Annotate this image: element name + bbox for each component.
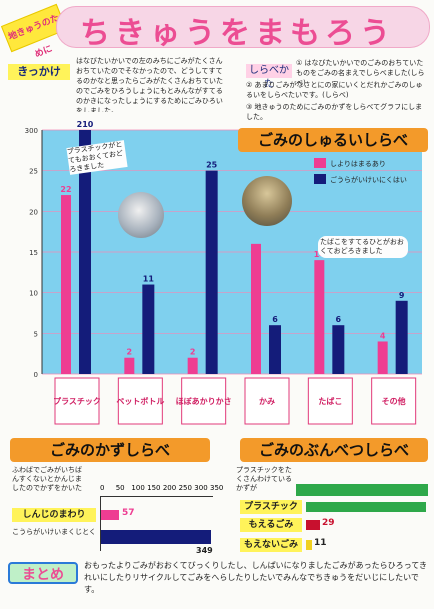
count-value-2: 349 xyxy=(196,546,213,555)
bar-pink xyxy=(187,357,198,374)
category-box xyxy=(181,377,227,425)
summary-text: おもったよりごみがおおくてびっくりしたし、しんぱいになりましたごみがあったらひろ… xyxy=(84,561,427,594)
bar-pink xyxy=(314,260,325,374)
chart-title: ごみのしゅるいしらべ xyxy=(238,128,428,152)
y-tick-label: 0 xyxy=(34,371,38,379)
note-tabako: たばこをすてるひとがおおくておどろきました xyxy=(318,236,408,258)
category-label: たばこ xyxy=(318,396,342,406)
y-tick-label: 5 xyxy=(34,330,38,338)
count-bar-2 xyxy=(101,530,211,544)
count-section-title: ごみのかずしらべ xyxy=(10,438,210,462)
bar-navy xyxy=(79,130,91,374)
count-row-label-1: しんじのまわり xyxy=(12,508,96,522)
y-tick-label: 20 xyxy=(29,208,38,216)
bar-label-navy: 11 xyxy=(143,275,155,284)
shirabekata-label: しらべかた xyxy=(246,64,292,90)
y-tick-label: 25 xyxy=(29,168,38,176)
y-tick-label: 10 xyxy=(29,290,38,298)
count-axis-tick: 150 xyxy=(147,484,161,492)
sort-bar-3 xyxy=(306,540,312,550)
sort-note: プラスチックをたくさんわけているかずが xyxy=(236,466,292,492)
bar-label-pink: 2 xyxy=(190,348,196,357)
category-label: ほぼあかりかさ xyxy=(176,396,232,406)
bar-navy xyxy=(205,170,218,374)
count-axis-tick: 200 xyxy=(162,484,177,492)
count-bar-1 xyxy=(101,510,119,520)
count-value-1: 57 xyxy=(122,508,135,518)
kikkake-label: きっかけ xyxy=(8,64,70,80)
bar-label-pink: 2 xyxy=(127,348,133,357)
legend-label-navy: ごうらがいけいにくはい xyxy=(330,175,407,184)
legend-swatch-navy xyxy=(314,174,326,184)
count-axis-tick: 250 xyxy=(178,484,192,492)
count-axis-tick: 300 xyxy=(194,484,208,492)
page-title: ちきゅうをまもろう xyxy=(80,16,395,51)
count-axis-tick: 0 xyxy=(100,484,105,492)
count-axis-tick: 50 xyxy=(115,484,125,492)
y-tick-label: 300 xyxy=(25,127,38,135)
bar-navy xyxy=(332,325,345,374)
step-3: ③ 地きゅうのためにごみのかずをしらべてグラフにしました。 xyxy=(246,103,423,121)
count-axis-tick: 350 xyxy=(210,484,224,492)
kikkake-text: はなびたいかいでの左のみちにごみがたくさんおちていたのでそなかったので、どうして… xyxy=(76,57,223,112)
sort-bar-1 xyxy=(306,502,426,512)
sort-row-label-1: プラスチック xyxy=(240,500,302,514)
category-label: プラスチック xyxy=(53,396,101,406)
sort-row-label-2: もえるごみ xyxy=(240,518,302,532)
y-tick-label: 15 xyxy=(29,249,38,257)
bar-label-navy: 210 xyxy=(77,120,94,129)
count-note: ふわばでごみがいちばんすくないとかんじましたのでかずをかいた xyxy=(12,466,82,492)
bar-pink xyxy=(61,195,71,374)
sort-value-2: 29 xyxy=(322,518,335,528)
category-box xyxy=(117,377,163,425)
step-2: ② あまりごみがなさとにの家にいくとだれかごみのしゅるいをしらべたいです。(しら… xyxy=(246,81,423,99)
legend-swatch-pink xyxy=(314,158,326,168)
bar-label-navy: 9 xyxy=(399,291,405,300)
category-box xyxy=(307,377,353,425)
bar-label-navy: 25 xyxy=(206,161,218,170)
sort-bar-2 xyxy=(306,520,320,530)
count-chart xyxy=(100,496,213,551)
title-banner xyxy=(56,6,430,48)
step-1: ① はなびたいかいでのごみのおちていたものをごみの名まえでしらべました(しらべ) xyxy=(296,59,425,87)
sort-row-label-3: もえないごみ xyxy=(240,538,302,552)
summary-label: まとめ xyxy=(8,562,78,584)
category-label: その他 xyxy=(382,396,406,406)
bar-navy xyxy=(269,325,281,374)
bar-pink xyxy=(377,341,388,374)
category-box xyxy=(54,377,100,425)
bar-pink xyxy=(251,243,261,374)
legend-label-pink: しよりはまるあり xyxy=(330,160,386,168)
sort-header-bar xyxy=(296,484,428,496)
count-axis: 0 50 100 150 200 250 300 350 xyxy=(100,484,223,496)
bar-navy xyxy=(395,300,408,374)
trash-photo-2 xyxy=(242,176,292,226)
bar-label-navy: 6 xyxy=(272,315,278,324)
bar-label-navy: 6 xyxy=(336,315,342,324)
category-box xyxy=(371,377,417,425)
bar-navy xyxy=(142,284,155,374)
trash-photo-1 xyxy=(118,192,164,238)
category-label: ペットボトル xyxy=(116,396,164,406)
bar-label-pink: 22 xyxy=(60,185,71,194)
count-axis-tick: 100 xyxy=(131,484,145,492)
topic-tag-text: 地きゅうのために xyxy=(7,13,61,61)
bar-pink xyxy=(124,357,135,374)
sort-value-3: 11 xyxy=(314,538,327,548)
count-row-label-2: こうらがいけいまくじとく xyxy=(12,528,96,536)
bar-label-pink: 4 xyxy=(380,331,386,340)
sort-section-title: ごみのぶんべつしらべ xyxy=(240,438,428,462)
category-box xyxy=(244,377,290,425)
category-label: かみ xyxy=(259,397,275,406)
